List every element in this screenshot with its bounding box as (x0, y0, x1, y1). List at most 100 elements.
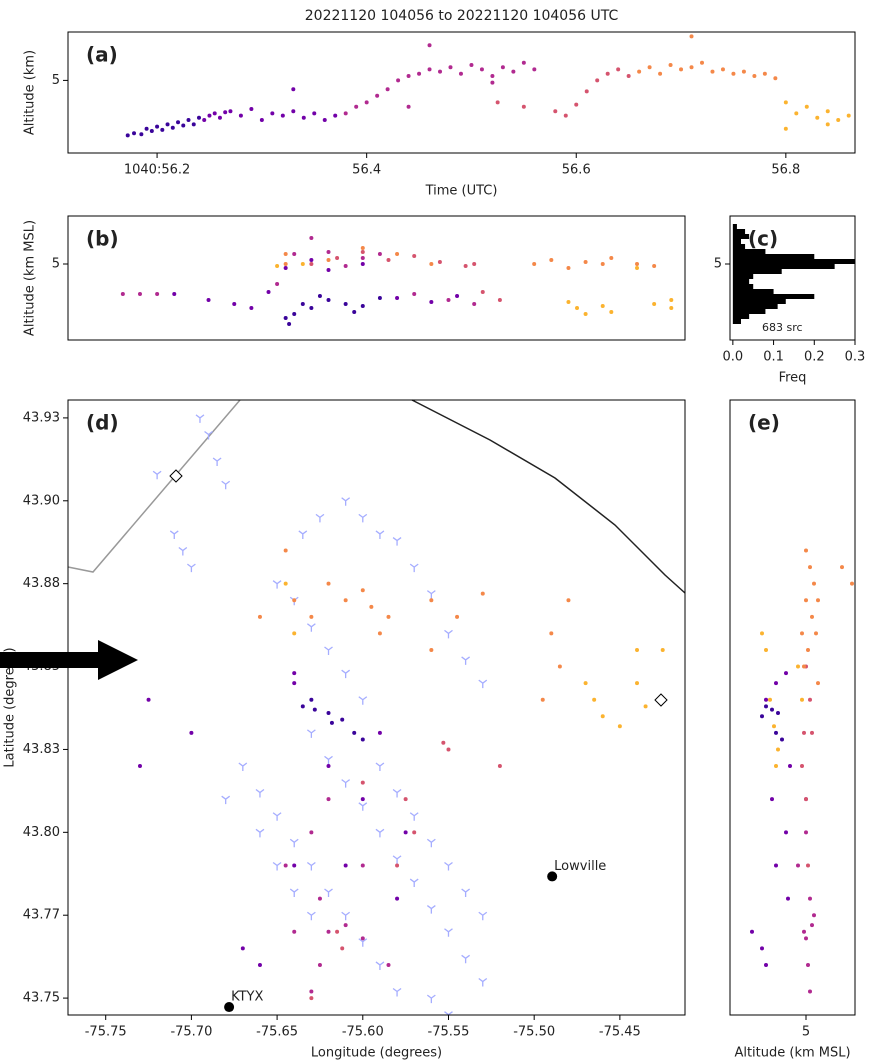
x-tick-label: -75.65 (256, 1025, 298, 1040)
source-point (836, 118, 841, 122)
source-point (472, 302, 477, 306)
source-point (783, 126, 788, 131)
source-point (406, 104, 411, 109)
source-point (326, 929, 331, 934)
station (547, 871, 558, 882)
source-point (808, 697, 812, 702)
source-point (773, 76, 778, 81)
source-point (386, 258, 391, 262)
source-marker (358, 802, 368, 811)
source-point (155, 292, 160, 296)
source-marker (324, 888, 333, 897)
hist-bar (732, 234, 750, 239)
source-point (804, 830, 808, 835)
y-tick-label: 43.88 (23, 576, 60, 591)
source-marker (221, 480, 231, 490)
source-marker (187, 563, 196, 573)
source-point (774, 681, 778, 686)
source-point (291, 109, 296, 114)
panel: 1040:56.2 56.4 56.6 56.8 5 20221120 104056 to… (23, 8, 856, 199)
source-marker (392, 987, 402, 997)
plot-area (120, 236, 674, 326)
source-marker (375, 828, 385, 838)
source-point (490, 80, 495, 85)
source-point (825, 122, 830, 127)
hist-bar (732, 244, 746, 249)
panel: 0.0 0.1 0.2 0.3 5 Freq 683 src (c) (714, 215, 865, 386)
source-point (257, 962, 262, 967)
source-point (532, 67, 537, 72)
source-point (386, 614, 391, 619)
source-marker (298, 530, 308, 539)
source-point (800, 631, 804, 636)
x-tick-label: 56.4 (352, 163, 381, 178)
source-point (309, 306, 314, 310)
source-point (605, 71, 610, 76)
source-point (360, 737, 365, 742)
source-point (804, 797, 808, 802)
x-axis-label: Time (UTC) (425, 184, 498, 199)
hist-bar (732, 299, 786, 304)
source-point (764, 704, 768, 709)
source-marker (272, 580, 282, 589)
source-point (609, 310, 614, 314)
source-point (480, 290, 485, 294)
source-point (532, 262, 537, 266)
source-point (760, 714, 764, 719)
x-tick-label: 5 (802, 1025, 810, 1040)
panel-label: (a) (86, 43, 118, 67)
source-point (679, 67, 684, 72)
hist-bar (732, 309, 766, 314)
source-point (750, 929, 754, 934)
source-point (784, 830, 788, 835)
county-line (67, 399, 241, 573)
y-tick-label: 5 (52, 73, 60, 88)
source-point (802, 664, 806, 669)
x-tick-label: 56.8 (771, 163, 800, 178)
source-point (583, 681, 588, 686)
source-point (511, 69, 516, 74)
source-point (375, 93, 380, 98)
source-point (377, 730, 382, 735)
panel-label: (e) (748, 411, 780, 435)
source-point (804, 936, 808, 941)
source-marker (238, 762, 248, 772)
source-point (412, 830, 417, 835)
source-point (441, 740, 446, 745)
source-point (228, 109, 233, 114)
source-point (816, 598, 820, 603)
source-point (176, 120, 181, 125)
plot-area (732, 224, 855, 324)
source-point (259, 118, 264, 122)
panel-label: (d) (86, 411, 119, 435)
source-point (637, 69, 642, 74)
source-marker (289, 888, 299, 897)
y-tick-label: 43.80 (23, 825, 60, 840)
source-point (553, 109, 558, 114)
source-marker (358, 513, 368, 523)
source-point (326, 797, 331, 802)
source-point (270, 111, 275, 116)
source-marker (306, 911, 316, 921)
source-point (689, 65, 694, 70)
station-label: Lowville (554, 859, 606, 874)
source-point (446, 747, 451, 752)
source-point (566, 300, 571, 304)
source-point (448, 65, 453, 70)
source-point (772, 724, 776, 729)
source-marker (272, 861, 282, 871)
hist-bar (732, 319, 741, 324)
source-point (354, 104, 359, 109)
source-point (635, 262, 640, 266)
source-point (497, 298, 502, 302)
source-marker (341, 911, 351, 921)
source-point (808, 989, 812, 994)
source-point (689, 34, 694, 39)
source-point (472, 262, 477, 266)
y-tick-label: 43.75 (23, 991, 60, 1006)
source-point (207, 113, 212, 118)
source-point (283, 266, 288, 270)
source-point (814, 631, 818, 636)
source-point (752, 74, 757, 78)
source-point (300, 704, 305, 709)
